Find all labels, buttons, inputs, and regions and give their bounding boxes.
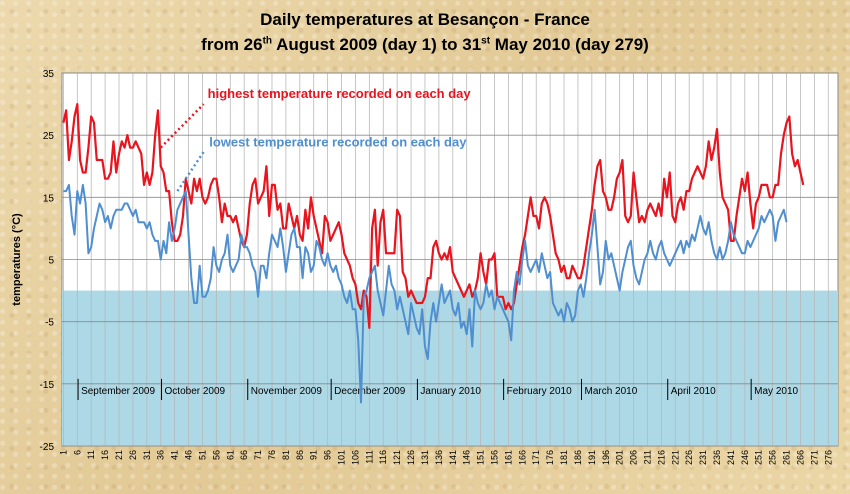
x-tick-label: 51 (197, 450, 207, 460)
x-tick-label: 56 (211, 450, 221, 460)
month-label: October 2009 (165, 386, 226, 397)
x-tick-label: 191 (587, 450, 597, 465)
x-tick-label: 261 (782, 450, 792, 465)
x-tick-label: 1 (58, 450, 68, 455)
x-tick-label: 236 (712, 450, 722, 465)
x-tick-label: 126 (406, 450, 416, 465)
y-tick-label: 5 (48, 256, 54, 267)
x-tick-label: 111 (364, 450, 374, 464)
month-label: December 2009 (334, 386, 406, 397)
annotation-pointer (159, 103, 205, 149)
x-tick-label: 36 (156, 450, 166, 460)
series-lines (62, 102, 805, 404)
x-tick-label: 81 (281, 450, 291, 460)
month-label: March 2010 (585, 386, 638, 397)
x-tick-label: 241 (726, 450, 736, 465)
annotations: highest temperature recorded on each day… (159, 86, 472, 192)
x-tick-label: 221 (670, 450, 680, 465)
x-tick-label: 276 (823, 450, 833, 465)
month-markers: September 2009 October 2009 November 2009 D… (77, 378, 799, 400)
x-tick-label: 271 (809, 450, 819, 465)
x-tick-label: 61 (225, 450, 235, 460)
x-tick-label: 156 (490, 450, 500, 465)
x-tick-label: 251 (754, 450, 764, 465)
x-tick-label: 46 (184, 450, 194, 460)
y-tick-label: -15 (40, 380, 55, 391)
y-tick-label: 35 (43, 69, 55, 80)
x-tick-label: 26 (128, 450, 138, 460)
title-sup-1: th (262, 35, 273, 47)
title-part-3: May 2010 (day 279) (490, 35, 649, 54)
x-tick-label: 196 (601, 450, 611, 465)
y-tick-label: 15 (43, 193, 55, 204)
x-tick-label: 146 (462, 450, 472, 465)
x-tick-label: 131 (420, 450, 430, 465)
x-tick-label: 116 (378, 450, 388, 464)
series-lowest-line (63, 183, 788, 404)
y-tick-label: -5 (45, 318, 54, 329)
month-label: April 2010 (671, 386, 716, 397)
chart-title-line1: Daily temperatures at Besançon - France (260, 10, 590, 29)
x-tick-label: 161 (503, 450, 513, 465)
chart-title-line2: from 26th August 2009 (day 1) to 31st Ma… (0, 35, 850, 55)
annotation-label: highest temperature recorded on each day (208, 86, 472, 101)
x-tick-label: 6 (72, 450, 82, 455)
x-tick-label: 121 (392, 450, 402, 465)
x-tick-label: 266 (795, 450, 805, 465)
x-tick-label: 71 (253, 450, 263, 460)
series-highest-line (62, 102, 805, 329)
x-tick-label: 176 (545, 450, 555, 465)
x-tick-label: 181 (559, 450, 569, 465)
annotation-pointer (176, 150, 206, 192)
x-tick-label: 231 (698, 450, 708, 465)
month-label: September 2009 (81, 386, 155, 397)
x-tick-label: 101 (337, 450, 347, 465)
x-tick-label: 136 (434, 450, 444, 465)
y-axis-label: temperatures (°C) (11, 213, 23, 306)
annotation-label: lowest temperature recorded on each day (209, 134, 467, 149)
month-label: November 2009 (251, 386, 323, 397)
title-part-2: August 2009 (day 1) to 31 (272, 35, 482, 54)
horizontal-gridlines (62, 72, 838, 447)
y-tick-label: 25 (43, 131, 55, 142)
x-tick-labels: 1 6 11 16 21 26 31 36 41 46 51 56 61 66 71 76 81 86 91 96 10… (58, 450, 833, 465)
x-tick-label: 201 (615, 450, 625, 465)
x-tick-label: 66 (239, 450, 249, 460)
title-part-1: from 26 (201, 35, 263, 54)
x-tick-label: 186 (573, 450, 583, 465)
x-tick-label: 206 (629, 450, 639, 465)
x-tick-label: 141 (448, 450, 458, 465)
x-tick-label: 166 (517, 450, 527, 465)
x-tick-label: 216 (656, 450, 666, 465)
month-label: February 2010 (507, 386, 572, 397)
x-tick-label: 106 (350, 450, 360, 465)
x-tick-label: 86 (295, 450, 305, 460)
month-label: May 2010 (754, 386, 798, 397)
x-tick-label: 226 (684, 450, 694, 465)
title-sup-2: st (481, 35, 491, 47)
x-tick-label: 246 (740, 450, 750, 465)
x-tick-label: 211 (642, 450, 652, 464)
x-tick-label: 76 (267, 450, 277, 460)
month-label: January 2010 (420, 386, 481, 397)
y-tick-labels: -25 -15 -5 5 15 25 35 (40, 69, 55, 453)
x-tick-label: 11 (86, 450, 96, 459)
x-tick-label: 31 (142, 450, 152, 460)
below-zero-band (62, 290, 838, 446)
x-tick-label: 151 (476, 450, 486, 465)
x-tick-label: 256 (768, 450, 778, 465)
x-tick-label: 41 (170, 450, 180, 460)
x-tick-label: 21 (114, 450, 124, 460)
y-tick-label: -25 (40, 442, 55, 453)
x-tick-label: 91 (309, 450, 319, 460)
x-tick-label: 171 (531, 450, 541, 465)
x-tick-label: 16 (100, 450, 110, 460)
x-tick-label: 96 (323, 450, 333, 460)
